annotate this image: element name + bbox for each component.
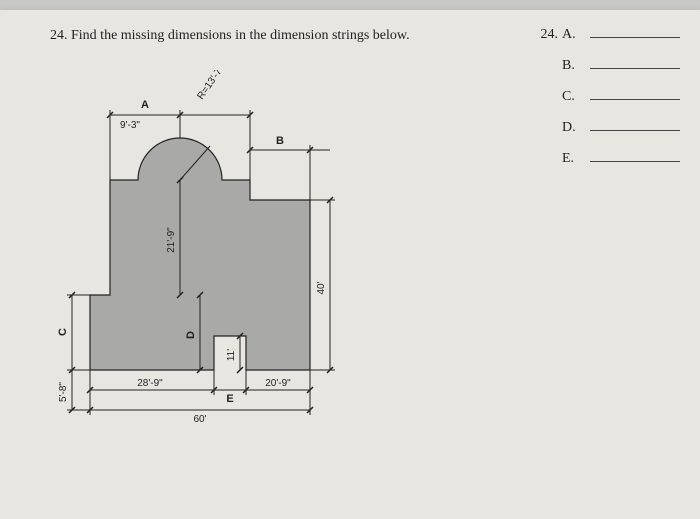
answer-letter: B. — [562, 58, 584, 74]
content-layer: 24. Find the missing dimensions in the d… — [0, 0, 700, 500]
question-number: 24. — [50, 28, 68, 43]
answer-letter: D. — [562, 120, 584, 136]
dim-28-9: 28'-9" — [137, 378, 163, 389]
answer-blank — [590, 148, 680, 162]
label-A: A — [141, 99, 149, 111]
answer-blank — [590, 117, 680, 131]
dim-20-9: 20'-9" — [265, 378, 291, 389]
answer-blank — [590, 55, 680, 69]
answer-letter: A. — [562, 27, 584, 43]
dim-40: 40' — [316, 281, 327, 294]
answer-row: E. — [534, 148, 680, 167]
answer-row: D. — [534, 117, 680, 136]
label-B: B — [276, 135, 284, 147]
answer-blank — [590, 24, 680, 38]
dim-21-9: 21'-9" — [166, 227, 177, 253]
answer-row: C. — [534, 86, 680, 105]
dim-9-3: 9'-3" — [120, 120, 140, 131]
label-C: C — [57, 328, 69, 336]
figure-svg: A 9'-3" R=13'-7" B 40' C — [30, 70, 410, 450]
answer-letter: C. — [562, 89, 584, 105]
dim-60: 60' — [193, 414, 206, 425]
label-D: D — [185, 331, 197, 339]
answer-row: B. — [534, 55, 680, 74]
dim-11: 11' — [226, 349, 237, 361]
dim-R: R=13'-7" — [195, 70, 226, 102]
question-text: 24. Find the missing dimensions in the d… — [50, 28, 410, 44]
dimension-figure: A 9'-3" R=13'-7" B 40' C — [30, 70, 410, 450]
dim-5-8: 5'-8" — [58, 382, 69, 402]
answer-blank — [590, 86, 680, 100]
question-body: Find the missing dimensions in the dimen… — [71, 28, 410, 43]
answer-row: 24. A. — [534, 24, 680, 43]
label-E: E — [226, 393, 233, 405]
answer-letter: E. — [562, 151, 584, 167]
answer-block-number: 24. — [534, 27, 562, 43]
answer-block: 24. A. B. C. D. E. — [534, 24, 680, 179]
